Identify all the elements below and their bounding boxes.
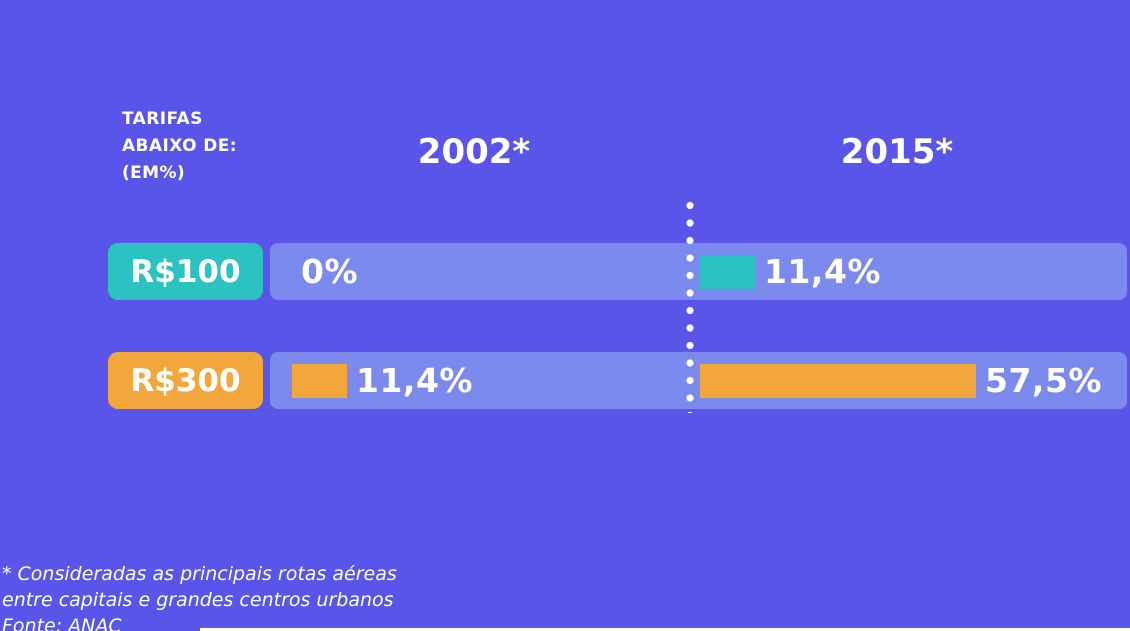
footnote-source-line: Fonte: ANAC xyxy=(2,615,122,631)
bar-cell-2015-r300: 57,5% xyxy=(690,352,1127,409)
value-label-2002-r300: 11,4% xyxy=(356,361,473,400)
bar-cell-2015-r100: 11,4% xyxy=(690,243,1127,300)
row-axis-label-line: TARIFAS xyxy=(122,109,203,129)
bottom-edge-strip xyxy=(200,628,1130,631)
bar-cell-2002-r100: 0% xyxy=(270,243,690,300)
column-header-2015: 2015* xyxy=(840,132,954,172)
column-divider-dotted-line xyxy=(686,201,694,413)
category-badge-r100: R$100 xyxy=(108,243,263,300)
row-axis-label-line: ABAIXO DE: xyxy=(122,136,237,156)
bar-cell-2002-r300: 11,4% xyxy=(270,352,690,409)
row-axis-label: TARIFAS ABAIXO DE: (EM%) xyxy=(122,106,237,187)
chart-row-r100: R$100 0% 11,4% xyxy=(0,243,1130,300)
footnote-line: entre capitais e grandes centros urbanos xyxy=(2,589,394,611)
column-header-2002: 2002* xyxy=(417,132,531,172)
chart-row-r300: R$300 11,4% 57,5% xyxy=(0,352,1130,409)
footnote: * Consideradas as principais rotas aérea… xyxy=(2,561,397,631)
row-axis-label-line: (EM%) xyxy=(122,163,186,183)
bar-segment-2002-r300 xyxy=(292,363,347,398)
value-label-2002-r100: 0% xyxy=(301,252,359,291)
bar-track-r300: 11,4% 57,5% xyxy=(270,352,1127,409)
footnote-line: * Consideradas as principais rotas aérea… xyxy=(2,563,397,585)
bar-track-r100: 0% 11,4% xyxy=(270,243,1127,300)
value-label-2015-r100: 11,4% xyxy=(764,252,881,291)
value-label-2015-r300: 57,5% xyxy=(985,361,1102,400)
bar-segment-2015-r300 xyxy=(700,363,976,398)
bar-segment-2015-r100 xyxy=(700,254,755,289)
category-badge-r300: R$300 xyxy=(108,352,263,409)
